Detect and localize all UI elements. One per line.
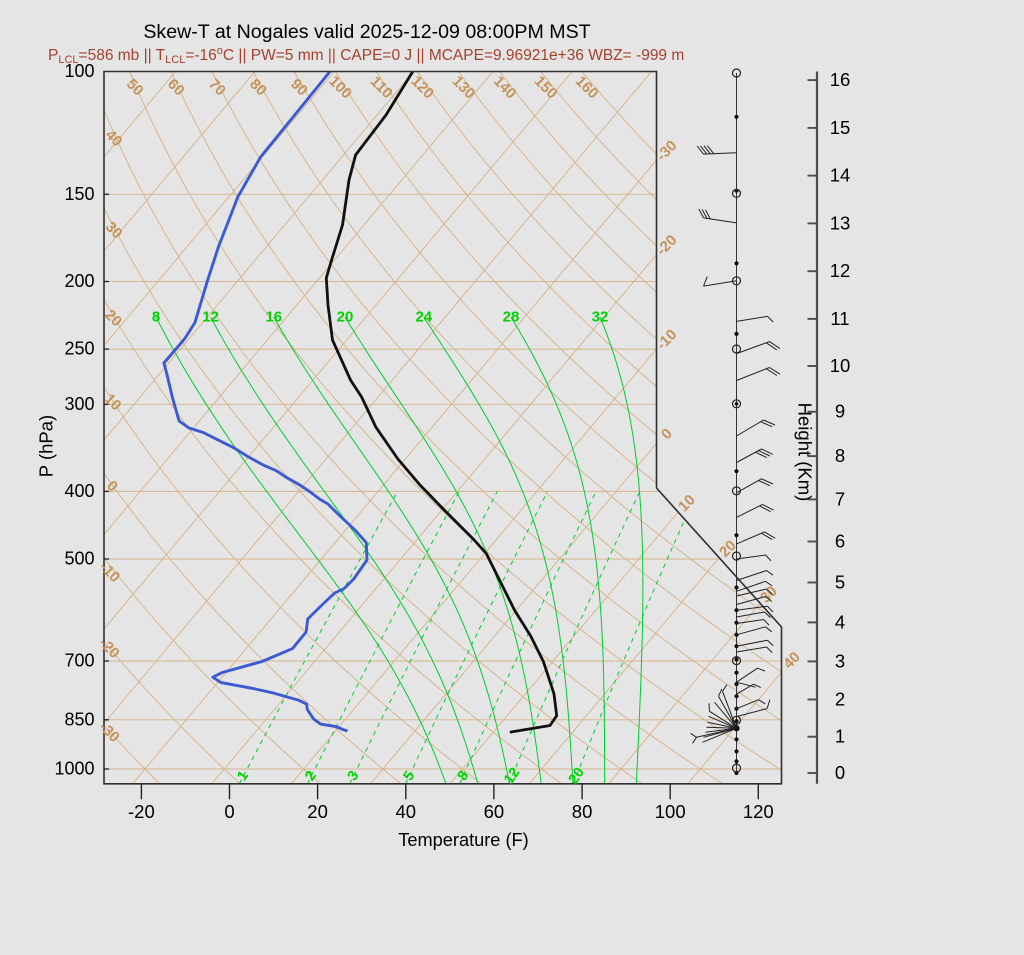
svg-text:0: 0 [835,762,845,783]
svg-text:200: 200 [64,271,94,291]
svg-text:Temperature (F): Temperature (F) [398,830,528,850]
svg-text:400: 400 [64,481,94,501]
svg-text:3: 3 [835,650,845,671]
svg-text:8: 8 [835,445,845,466]
svg-text:40: 40 [396,801,417,822]
svg-text:300: 300 [64,394,94,414]
svg-text:60: 60 [484,801,505,822]
svg-text:80: 80 [572,801,593,822]
svg-text:15: 15 [830,117,851,138]
svg-text:Height (Km): Height (Km) [795,403,816,502]
svg-text:850: 850 [64,709,94,729]
svg-text:6: 6 [835,531,845,552]
svg-text:7: 7 [835,488,845,509]
svg-text:PLCL=586 mb || TLCL=-16oC || P: PLCL=586 mb || TLCL=-16oC || PW=5 mm || … [48,45,684,66]
svg-text:250: 250 [64,339,94,359]
svg-text:120: 120 [743,801,774,822]
svg-text:9: 9 [835,401,845,422]
svg-text:700: 700 [64,651,94,671]
svg-text:16: 16 [265,309,282,326]
svg-text:14: 14 [830,165,851,186]
svg-text:8: 8 [152,309,160,326]
svg-text:150: 150 [64,184,94,204]
svg-text:12: 12 [830,260,851,281]
svg-text:Skew-T at Nogales valid 2025-1: Skew-T at Nogales valid 2025-12-09 08:00… [143,21,590,43]
svg-text:12: 12 [202,309,219,326]
svg-text:100: 100 [655,801,686,822]
svg-text:10: 10 [830,355,851,376]
svg-text:500: 500 [64,549,94,569]
svg-text:20: 20 [337,309,354,326]
svg-text:32: 32 [592,309,609,326]
svg-text:1: 1 [835,726,845,747]
svg-text:4: 4 [835,611,845,632]
svg-text:16: 16 [830,69,851,90]
svg-text:28: 28 [503,309,520,326]
svg-text:2: 2 [835,689,845,710]
svg-text:-20: -20 [128,801,155,822]
svg-text:0: 0 [224,801,234,822]
svg-text:5: 5 [835,572,845,593]
svg-text:11: 11 [830,308,849,329]
svg-text:24: 24 [415,309,432,326]
svg-text:13: 13 [830,212,851,233]
svg-text:P (hPa): P (hPa) [36,415,57,477]
svg-text:20: 20 [307,801,328,822]
svg-text:1000: 1000 [54,759,94,779]
